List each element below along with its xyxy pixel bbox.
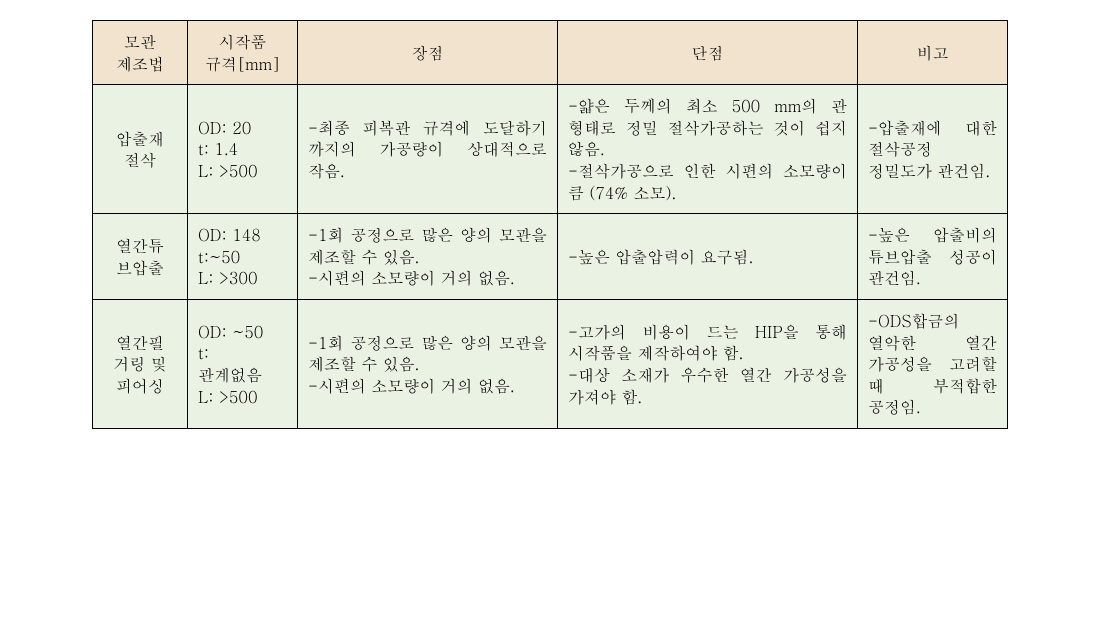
comparison-table: 모관제조법 시작품규격[mm] 장점 단점 비고 압출재절삭OD: 20t: 1…: [92, 20, 1008, 429]
cell-cons-item: -대상 소재가 우수한 열간 가공성을 가져야 함.: [568, 364, 847, 407]
cell-remarks: -압출재에 대한 절삭공정 정밀도가 관건임.: [858, 85, 1008, 214]
cell-cons: -얇은 두께의 최소 500 mm의 관 형태로 정밀 절삭가공하는 것이 쉽지…: [558, 85, 858, 214]
cell-specs: OD: 20t: 1.4L: >500: [188, 85, 298, 214]
cell-pros-item: -1회 공정으로 많은 양의 모관을 제조할 수 있음.: [308, 224, 547, 267]
cell-specs: OD: ~50t:관계없음L: >500: [188, 299, 298, 428]
table-body: 압출재절삭OD: 20t: 1.4L: >500-최종 피복관 규격에 도달하기…: [93, 85, 1008, 429]
col-cons: 단점: [558, 21, 858, 85]
cell-cons-item: -절삭가공으로 인한 시편의 소모량이 큼 (74% 소모).: [568, 160, 847, 203]
table-row: 열간필거링 및피어싱OD: ~50t:관계없음L: >500-1회 공정으로 많…: [93, 299, 1008, 428]
cell-pros-item: -최종 피복관 규격에 도달하기 까지의 가공량이 상대적으로 작음.: [308, 117, 547, 182]
header-row: 모관제조법 시작품규격[mm] 장점 단점 비고: [93, 21, 1008, 85]
cell-method: 압출재절삭: [93, 85, 188, 214]
table-row: 열간튜브압출OD: 148t:~50L: >300-1회 공정으로 많은 양의 …: [93, 214, 1008, 300]
cell-pros-item: -1회 공정으로 많은 양의 모관을 제조할 수 있음.: [308, 332, 547, 375]
col-remarks: 비고: [858, 21, 1008, 85]
cell-remarks-item: -높은 압출비의 튜브압출 성공이 관건임.: [868, 224, 997, 289]
cell-pros-item: -시편의 소모량이 거의 없음.: [308, 375, 547, 397]
cell-remarks: -높은 압출비의 튜브압출 성공이 관건임.: [858, 214, 1008, 300]
cell-pros: -최종 피복관 규격에 도달하기 까지의 가공량이 상대적으로 작음.: [298, 85, 558, 214]
col-method: 모관제조법: [93, 21, 188, 85]
cell-cons: -고가의 비용이 드는 HIP을 통해 시작품을 제작하여야 함.-대상 소재가…: [558, 299, 858, 428]
cell-remarks-item: -ODS합금의 열악한 열간 가공성을 고려할 때 부적합한 공정임.: [868, 310, 997, 418]
cell-cons-item: -얇은 두께의 최소 500 mm의 관 형태로 정밀 절삭가공하는 것이 쉽지…: [568, 95, 847, 160]
cell-method: 열간튜브압출: [93, 214, 188, 300]
col-specs: 시작품규격[mm]: [188, 21, 298, 85]
table-row: 압출재절삭OD: 20t: 1.4L: >500-최종 피복관 규격에 도달하기…: [93, 85, 1008, 214]
cell-cons-item: -높은 압출압력이 요구됨.: [568, 246, 847, 268]
col-pros: 장점: [298, 21, 558, 85]
cell-remarks: -ODS합금의 열악한 열간 가공성을 고려할 때 부적합한 공정임.: [858, 299, 1008, 428]
cell-method: 열간필거링 및피어싱: [93, 299, 188, 428]
cell-pros: -1회 공정으로 많은 양의 모관을 제조할 수 있음.-시편의 소모량이 거의…: [298, 299, 558, 428]
cell-pros: -1회 공정으로 많은 양의 모관을 제조할 수 있음.-시편의 소모량이 거의…: [298, 214, 558, 300]
cell-cons: -높은 압출압력이 요구됨.: [558, 214, 858, 300]
cell-cons-item: -고가의 비용이 드는 HIP을 통해 시작품을 제작하여야 함.: [568, 321, 847, 364]
cell-remarks-item: -압출재에 대한 절삭공정 정밀도가 관건임.: [868, 117, 997, 182]
table-header: 모관제조법 시작품규격[mm] 장점 단점 비고: [93, 21, 1008, 85]
cell-specs: OD: 148t:~50L: >300: [188, 214, 298, 300]
cell-pros-item: -시편의 소모량이 거의 없음.: [308, 267, 547, 289]
